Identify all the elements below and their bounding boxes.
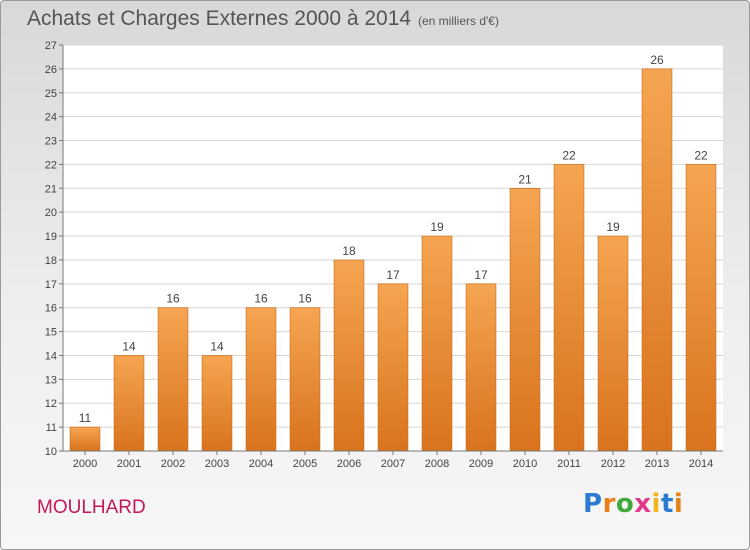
- bar: [333, 259, 365, 452]
- y-tick-label: 12: [45, 398, 57, 410]
- logo-letter: i: [673, 489, 684, 519]
- data-label: 17: [386, 268, 400, 282]
- bar: [113, 355, 145, 452]
- bar: [289, 307, 321, 452]
- bar: [685, 164, 717, 452]
- y-tick-label: 21: [45, 183, 57, 195]
- x-tick-label: 2005: [293, 458, 317, 470]
- bar: [69, 426, 101, 452]
- x-tick-label: 2008: [425, 458, 449, 470]
- y-tick-label: 10: [45, 446, 57, 458]
- x-tick-label: 2014: [689, 458, 713, 470]
- bar: [377, 283, 409, 452]
- y-tick-label: 16: [45, 303, 57, 315]
- data-label: 19: [606, 220, 620, 234]
- chart-title: Achats et Charges Externes 2000 à 2014: [27, 7, 412, 30]
- y-tick-label: 18: [45, 255, 57, 267]
- x-tick-label: 2004: [249, 458, 273, 470]
- x-tick-label: 2010: [513, 458, 537, 470]
- bar: [245, 307, 277, 452]
- y-tick-label: 11: [46, 422, 57, 434]
- x-tick-label: 2013: [645, 458, 669, 470]
- data-label: 17: [474, 268, 488, 282]
- data-label: 16: [166, 292, 180, 306]
- bar: [509, 187, 541, 452]
- logo-letter: i: [651, 489, 661, 519]
- x-tick-label: 2007: [381, 458, 405, 470]
- y-tick-label: 27: [45, 40, 57, 52]
- x-tick-label: 2006: [337, 458, 361, 470]
- logo-letter: x: [634, 489, 652, 519]
- data-label: 21: [518, 172, 532, 186]
- x-tick-label: 2012: [601, 458, 625, 470]
- y-tick-label: 15: [45, 327, 57, 339]
- data-label: 16: [254, 292, 268, 306]
- proxiti-logo: Proxiti: [583, 489, 683, 519]
- logo-letter: o: [615, 489, 635, 519]
- logo-letter: r: [602, 489, 616, 519]
- logo-letter: P: [583, 489, 603, 519]
- bar: [421, 235, 453, 452]
- bar-layer: 11 14 16 14 16 16 18 17 19 17 21 22 19 26 22: [69, 53, 717, 452]
- y-tick-label: 24: [45, 112, 57, 124]
- data-label: 16: [298, 292, 312, 306]
- data-label: 22: [694, 148, 708, 162]
- y-tick-label: 17: [45, 279, 57, 291]
- bar: [597, 235, 629, 452]
- y-tick-label: 20: [45, 207, 57, 219]
- x-tick-label: 2011: [557, 458, 581, 470]
- bar: [553, 164, 585, 452]
- x-tick-label: 2002: [161, 458, 185, 470]
- axis-layer: 10 11 12 13 14 15 16 17 18 19 20 21 22 23 24 25 26 27 2000…: [45, 40, 723, 470]
- y-tick-label: 13: [45, 374, 57, 386]
- bar: [157, 307, 189, 452]
- data-label: 14: [122, 339, 136, 353]
- y-tick-label: 25: [45, 88, 57, 100]
- city-name: MOULHARD: [37, 497, 146, 518]
- y-tick-label: 26: [45, 64, 57, 76]
- y-tick-label: 14: [45, 350, 57, 362]
- bar: [201, 355, 233, 452]
- data-label: 18: [342, 244, 356, 258]
- bar: [641, 68, 673, 452]
- logo-letter: t: [660, 489, 674, 519]
- chart-unit: (en milliers d'€): [418, 14, 499, 28]
- x-tick-label: 2000: [73, 458, 97, 470]
- data-label: 11: [79, 411, 92, 425]
- data-label: 26: [650, 53, 664, 67]
- data-label: 22: [562, 148, 576, 162]
- x-tick-label: 2009: [469, 458, 493, 470]
- bar: [465, 283, 497, 452]
- y-tick-label: 19: [45, 231, 57, 243]
- data-label: 14: [210, 339, 224, 353]
- data-label: 19: [430, 220, 444, 234]
- x-tick-label: 2001: [117, 458, 141, 470]
- x-tick-label: 2003: [205, 458, 229, 470]
- y-tick-label: 22: [45, 159, 57, 171]
- y-tick-label: 23: [45, 136, 57, 148]
